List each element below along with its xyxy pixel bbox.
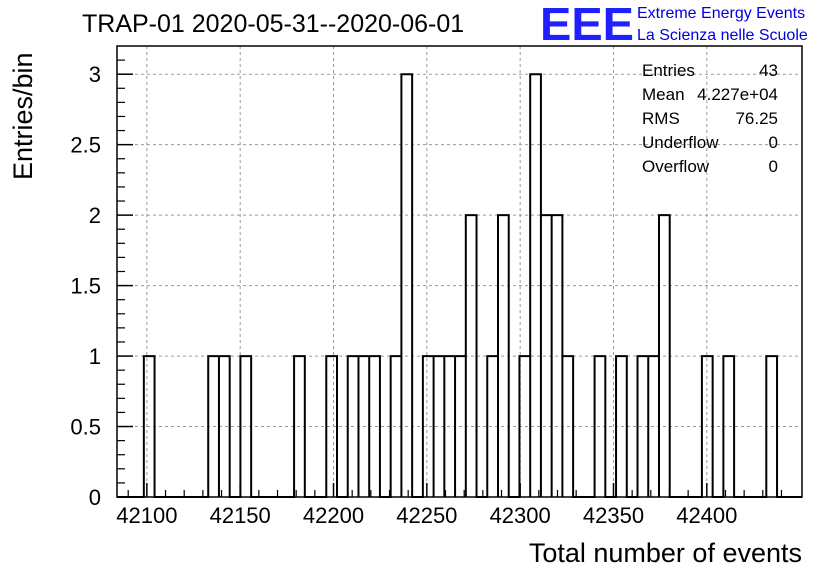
chart-title: TRAP-01 2020-05-31--2020-06-01 (82, 10, 464, 38)
axis-ticks (117, 59, 783, 498)
logo-line-2: La Scienza nelle Scuole (637, 27, 808, 44)
stats-label: Entries (642, 61, 695, 80)
y-axis-label: Entries/bin (8, 52, 38, 180)
x-tick-label: 42400 (676, 503, 737, 528)
y-tick-label: 3 (89, 62, 101, 87)
y-tick-label: 1 (89, 344, 101, 369)
y-tick-label: 1.5 (70, 274, 101, 299)
stats-value: 0 (769, 157, 778, 176)
y-tick-label: 0.5 (70, 415, 101, 440)
x-tick-label: 42200 (303, 503, 364, 528)
stats-label: Overflow (642, 157, 710, 176)
x-axis-label: Total number of events (529, 538, 802, 568)
x-tick-label: 42350 (583, 503, 644, 528)
axis-tick-labels: 42100 42150 42200 42250 42300 42350 42400 0 0.5 1… (70, 62, 737, 528)
stats-value: 0 (769, 133, 778, 152)
stats-value: 4.227e+04 (697, 85, 778, 104)
x-tick-label: 42100 (116, 503, 177, 528)
y-tick-label: 2 (89, 203, 101, 228)
y-tick-label: 0 (89, 485, 101, 510)
stats-label: Underflow (642, 133, 719, 152)
stats-label: RMS (642, 109, 680, 128)
stats-value: 76.25 (735, 109, 778, 128)
eee-logo: EEE Extreme Energy Events La Scienza nel… (540, 0, 808, 50)
histogram-outline (117, 73, 802, 498)
x-tick-label: 42250 (396, 503, 457, 528)
stats-value: 43 (759, 61, 778, 80)
y-tick-label: 2.5 (70, 133, 101, 158)
stats-label: Mean (642, 85, 685, 104)
x-tick-label: 42300 (490, 503, 551, 528)
x-tick-label: 42150 (210, 503, 271, 528)
stats-box: Entries 43 Mean 4.227e+04 RMS 76.25 Underflow 0… (642, 61, 778, 176)
logo-line-1: Extreme Energy Events (637, 5, 805, 22)
eee-logo-mark: EEE (540, 0, 634, 50)
